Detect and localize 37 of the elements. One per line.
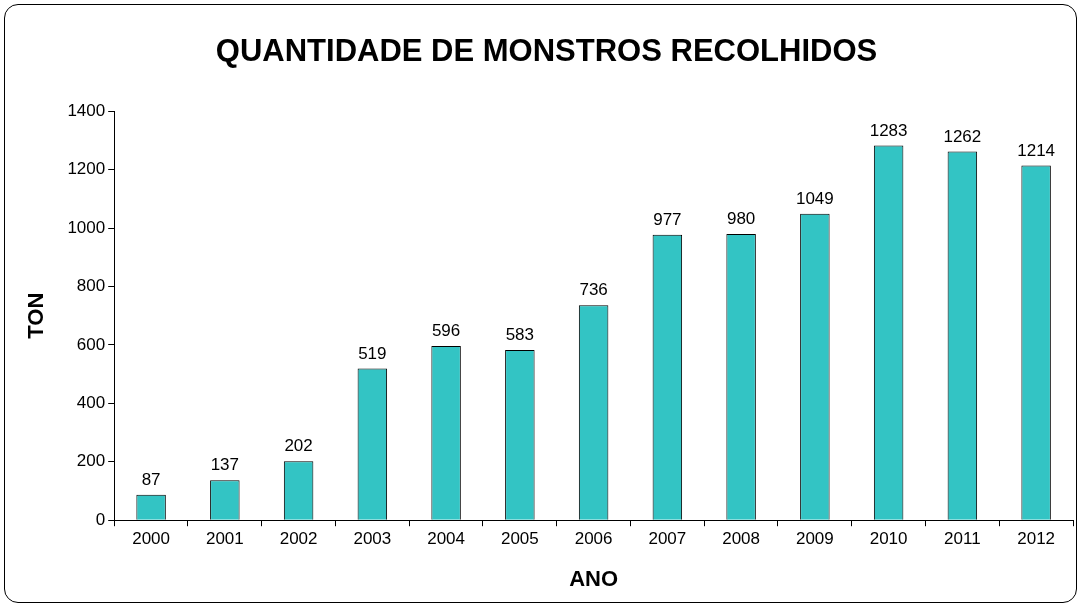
data-label: 596 [431,321,461,341]
data-label: 1262 [943,126,982,146]
data-label: 583 [505,325,535,345]
data-label: 1283 [869,120,908,140]
x-tick-label: 2008 [722,529,761,549]
x-tick-label: 2002 [279,529,318,549]
x-tick-label: 2001 [205,529,244,549]
x-axis-title: ANO [569,565,619,591]
data-label: 202 [284,436,313,456]
x-tick-label: 2006 [574,529,613,549]
data-label: 1049 [795,188,834,208]
y-tick-label: 800 [76,276,106,296]
x-tick-label: 2007 [648,529,687,549]
data-label: 87 [141,469,161,489]
x-tick-label: 2005 [500,529,539,549]
x-tick-label: 2009 [795,529,834,549]
x-tick-label: 2003 [353,529,392,549]
data-label: 1214 [1017,140,1056,160]
data-label: 519 [358,343,387,363]
y-tick-label: 600 [76,334,106,354]
y-tick-label: 0 [95,509,106,529]
y-tick-label: 1400 [67,100,106,120]
x-tick-label: 2004 [427,529,466,549]
y-tick-label: 400 [76,393,106,413]
x-tick-label: 2012 [1017,529,1056,549]
data-label: 137 [210,455,240,475]
y-tick-label: 1200 [67,159,106,179]
data-label: 977 [653,209,682,229]
x-tick-label: 2010 [869,529,908,549]
chart-title: QUANTIDADE DE MONSTROS RECOLHIDOS [215,33,878,69]
data-label: 980 [726,209,756,229]
y-tick-label: 1000 [67,217,106,237]
y-tick-label: 200 [76,451,106,471]
x-tick-label: 2011 [944,529,981,549]
x-tick-label: 2000 [132,529,171,549]
data-label: 736 [579,280,608,300]
y-axis-title: TON [23,292,49,339]
